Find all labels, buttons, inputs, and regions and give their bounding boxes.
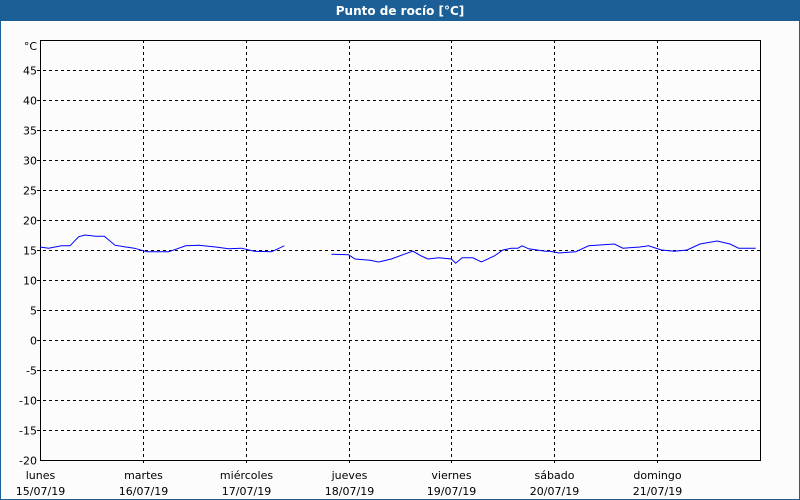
y-tick-label: 30 [23,155,37,168]
y-tick-label: 10 [23,275,37,288]
x-tick-day: sábado [535,469,575,482]
x-tick-day: miércoles [220,469,273,482]
y-tick-label: 20 [23,215,37,228]
y-tick-label: 15 [23,245,37,258]
x-tick-date: 19/07/19 [427,485,476,498]
y-tick-label: -10 [19,395,37,408]
dew-point-line [39,234,285,253]
y-tick-label: 35 [23,125,37,138]
y-tick-label: -20 [19,455,37,468]
y-axis-unit: °C [24,40,38,53]
x-tick-day: viernes [431,469,471,482]
y-tick-label: 40 [23,95,37,108]
x-tick-date: 17/07/19 [222,485,271,498]
y-tick-label: 0 [30,335,37,348]
dew-point-line [331,240,756,264]
x-tick-date: 20/07/19 [530,485,579,498]
x-tick-date: 18/07/19 [325,485,374,498]
x-tick-day: martes [124,469,163,482]
y-tick-label: 5 [30,305,37,318]
y-tick-label: -15 [19,425,37,438]
y-tick-label: 25 [23,185,37,198]
plot-border [40,40,761,461]
x-tick-date: 16/07/19 [119,485,168,498]
x-tick-date: 21/07/19 [633,485,682,498]
x-tick-day: domingo [633,469,681,482]
x-tick-date: 15/07/19 [16,485,65,498]
x-tick-day: jueves [331,469,368,482]
x-tick-day: lunes [26,469,56,482]
y-tick-label: 45 [23,65,37,78]
y-tick-label: -5 [26,365,37,378]
chart-title: Punto de rocío [°C] [1,1,799,21]
